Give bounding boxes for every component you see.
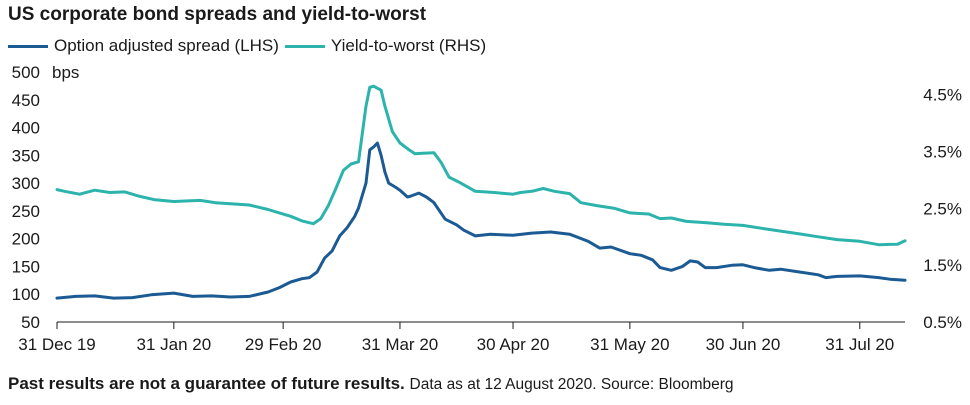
x-tick-label: 30 Apr 20 <box>477 335 550 354</box>
legend-swatch-ytw <box>284 44 325 48</box>
y-left-tick-label: 450 <box>12 91 40 110</box>
legend: Option adjusted spread (LHS) Yield-to-wo… <box>8 36 492 56</box>
y-left-unit-label: bps <box>52 63 79 82</box>
x-tick-label: 31 Jul 20 <box>825 335 894 354</box>
y-right-tick-label: 0.5% <box>923 313 962 332</box>
y-left-tick-label: 500 <box>12 63 40 82</box>
legend-label-ytw: Yield-to-worst (RHS) <box>330 36 487 55</box>
y-left-tick-label: 50 <box>21 313 40 332</box>
y-right-tick-label: 3.5% <box>923 143 962 162</box>
x-tick-label: 29 Feb 20 <box>245 335 322 354</box>
x-tick-label: 31 May 20 <box>590 335 669 354</box>
legend-label-oas: Option adjusted spread (LHS) <box>54 36 279 55</box>
legend-item-ytw: Yield-to-worst (RHS) <box>284 36 487 56</box>
x-tick-label: 31 Dec 19 <box>18 335 96 354</box>
y-left-tick-label: 250 <box>12 202 40 221</box>
y-left-tick-label: 200 <box>12 230 40 249</box>
series-line-ytw <box>55 84 907 247</box>
x-tick-label: 30 Jun 20 <box>706 335 781 354</box>
footer: Past results are not a guarantee of futu… <box>8 374 734 394</box>
y-left-tick-label: 400 <box>12 119 40 138</box>
y-right-tick-label: 1.5% <box>923 256 962 275</box>
source-note: Data as at 12 August 2020. Source: Bloom… <box>409 376 734 393</box>
disclaimer-text: Past results are not a guarantee of futu… <box>8 374 405 393</box>
y-left-tick-label: 300 <box>12 174 40 193</box>
legend-item-oas: Option adjusted spread (LHS) <box>8 36 279 56</box>
x-tick-label: 31 Jan 20 <box>136 335 211 354</box>
y-right-tick-label: 2.5% <box>923 199 962 218</box>
legend-swatch-oas <box>8 44 48 48</box>
y-left-tick-label: 100 <box>12 285 40 304</box>
x-tick-label: 31 Mar 20 <box>362 335 439 354</box>
y-right-tick-label: 4.5% <box>923 86 962 105</box>
y-left-tick-label: 150 <box>12 257 40 276</box>
y-left-tick-label: 350 <box>12 146 40 165</box>
series-line-oas <box>55 141 907 300</box>
chart-title: US corporate bond spreads and yield-to-w… <box>8 4 427 25</box>
